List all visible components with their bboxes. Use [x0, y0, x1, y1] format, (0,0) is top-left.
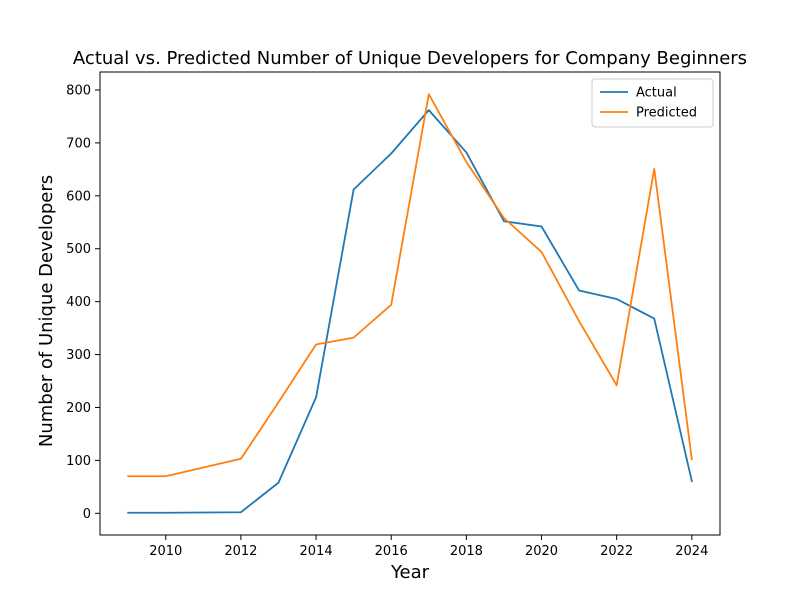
y-tick-label: 100: [66, 454, 91, 469]
y-tick-label: 0: [83, 507, 91, 522]
y-tick-label: 600: [66, 189, 91, 204]
x-tick-label: 2014: [300, 544, 333, 559]
y-tick-label: 800: [66, 83, 91, 98]
x-tick-label: 2022: [600, 544, 633, 559]
plot-frame: [99, 71, 721, 536]
legend: Actual Predicted: [591, 78, 714, 128]
x-tick-label: 2018: [450, 544, 483, 559]
x-tick-label: 2020: [525, 544, 558, 559]
chart-title: Actual vs. Predicted Number of Unique De…: [73, 48, 747, 69]
y-tick-label: 200: [66, 401, 91, 416]
y-tick-label: 500: [66, 242, 91, 257]
y-tick-label: 400: [66, 295, 91, 310]
x-tick-label: 2016: [375, 544, 408, 559]
x-tick-label: 2024: [675, 544, 708, 559]
y-axis-ticks: 0 100 200 300 400 500 600 700 800: [66, 83, 100, 522]
y-tick-label: 700: [66, 136, 91, 151]
x-axis-ticks: 2010 2012 2014 2016 2018 2020 2022 2024: [149, 535, 708, 559]
x-tick-label: 2010: [149, 544, 182, 559]
legend-label-predicted: Predicted: [636, 106, 697, 121]
legend-label-actual: Actual: [636, 86, 677, 101]
x-axis-title: Year: [390, 562, 430, 583]
legend-box: [591, 78, 714, 128]
plot-area: [99, 71, 721, 536]
y-tick-label: 300: [66, 348, 91, 363]
x-tick-label: 2012: [224, 544, 257, 559]
series-line-actual: [127, 109, 693, 514]
series-line-predicted: [127, 93, 693, 478]
series-lines: [127, 93, 693, 514]
y-axis-title: Number of Unique Developers: [36, 175, 57, 447]
